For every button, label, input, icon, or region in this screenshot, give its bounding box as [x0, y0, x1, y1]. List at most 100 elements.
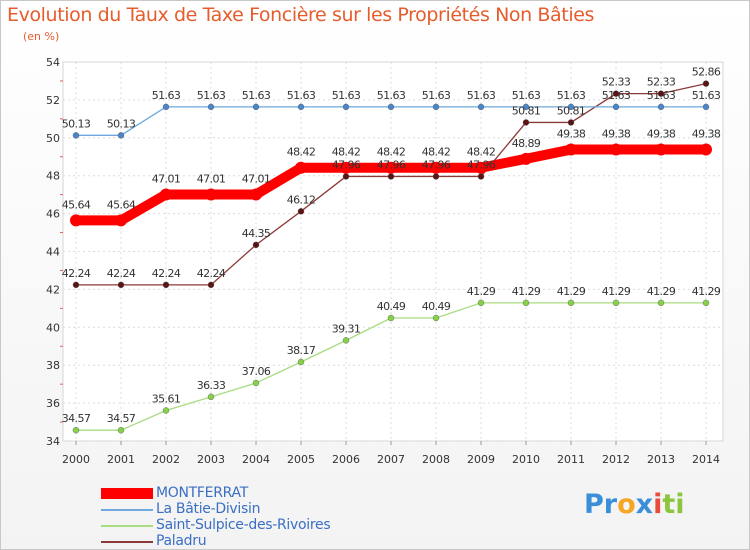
data-point-montferrat: [205, 188, 217, 201]
y-tick-label: 36: [46, 397, 60, 410]
y-tick-label: 46: [46, 208, 60, 221]
legend-swatch-la-batie-divisin: [101, 509, 153, 511]
data-point-paladru: [162, 281, 170, 289]
data-point-saint-sulpice-des-rivoires: [252, 379, 260, 387]
data-point-montferrat: [700, 143, 712, 156]
data-label-montferrat: 45.64: [62, 198, 91, 211]
data-label-paladru: 50.81: [557, 104, 586, 117]
data-label-la-batie-divisin: 50.13: [62, 117, 91, 130]
data-point-montferrat: [565, 143, 577, 156]
logo-part-ti: ti: [662, 489, 685, 520]
grid-layer: [62, 61, 724, 442]
data-label-paladru: 47.96: [332, 158, 361, 171]
data-label-paladru: 52.33: [647, 76, 676, 89]
legend-label-paladru: Paladru: [156, 533, 207, 549]
data-point-la-batie-divisin: [477, 103, 485, 111]
x-tick-label: 2000: [62, 453, 90, 466]
data-point-la-batie-divisin: [342, 103, 350, 111]
data-label-montferrat: 48.42: [422, 146, 451, 159]
chart-title: Evolution du Taux de Taxe Foncière sur l…: [7, 4, 595, 26]
proxiti-logo: Proxiti: [584, 489, 685, 520]
data-label-la-batie-divisin: 51.63: [242, 89, 271, 102]
data-point-montferrat: [70, 214, 82, 227]
logo-part-pr: Pr: [584, 489, 618, 520]
data-point-la-batie-divisin: [387, 103, 395, 111]
data-label-paladru: 47.96: [467, 158, 496, 171]
data-label-paladru: 42.24: [197, 267, 226, 280]
data-point-montferrat: [385, 161, 397, 174]
logo-part-x: x: [635, 489, 654, 520]
data-point-saint-sulpice-des-rivoires: [162, 407, 170, 414]
data-label-la-batie-divisin: 51.63: [692, 89, 721, 102]
data-point-saint-sulpice-des-rivoires: [387, 314, 395, 322]
data-label-saint-sulpice-des-rivoires: 41.29: [512, 285, 541, 298]
data-label-paladru: 42.24: [152, 267, 181, 280]
y-tick-label: 40: [46, 321, 60, 334]
data-label-saint-sulpice-des-rivoires: 40.49: [422, 300, 451, 313]
data-point-paladru: [567, 119, 575, 126]
data-label-saint-sulpice-des-rivoires: 41.29: [467, 285, 496, 298]
logo-part-i: i: [653, 489, 663, 520]
data-label-saint-sulpice-des-rivoires: 37.06: [242, 365, 271, 378]
data-point-la-batie-divisin: [522, 103, 530, 111]
data-point-saint-sulpice-des-rivoires: [477, 299, 485, 307]
data-label-la-batie-divisin: 51.63: [467, 89, 496, 102]
data-label-saint-sulpice-des-rivoires: 39.31: [332, 322, 361, 335]
data-point-saint-sulpice-des-rivoires: [522, 299, 530, 307]
x-tick-label: 2006: [332, 453, 360, 466]
data-point-la-batie-divisin: [162, 103, 170, 111]
logo-part-o: o: [617, 489, 636, 520]
x-tick-label: 2010: [512, 453, 540, 466]
y-tick-label: 50: [46, 132, 60, 145]
data-label-montferrat: 49.38: [602, 128, 631, 141]
data-point-paladru: [522, 119, 530, 126]
data-point-saint-sulpice-des-rivoires: [342, 337, 350, 344]
data-label-la-batie-divisin: 51.63: [422, 89, 451, 102]
data-point-paladru: [117, 281, 125, 289]
data-point-montferrat: [115, 214, 127, 227]
data-label-la-batie-divisin: 51.63: [332, 89, 361, 102]
legend-label-la-batie-divisin: La Bâtie-Divisin: [156, 501, 261, 517]
data-point-paladru: [477, 173, 485, 180]
x-tick-label: 2005: [287, 453, 315, 466]
data-point-montferrat: [520, 152, 532, 165]
data-label-paladru: 52.33: [602, 76, 631, 89]
data-label-paladru: 47.96: [422, 158, 451, 171]
y-tick-label: 52: [46, 94, 60, 107]
data-label-la-batie-divisin: 51.63: [152, 89, 181, 102]
data-label-saint-sulpice-des-rivoires: 34.57: [107, 412, 136, 425]
data-label-saint-sulpice-des-rivoires: 41.29: [647, 285, 676, 298]
data-point-paladru: [72, 281, 80, 289]
data-point-paladru: [297, 208, 305, 215]
data-label-saint-sulpice-des-rivoires: 38.17: [287, 344, 316, 357]
data-label-montferrat: 48.42: [377, 146, 406, 159]
data-point-la-batie-divisin: [702, 103, 710, 111]
x-tick-label: 2004: [242, 453, 270, 466]
data-label-saint-sulpice-des-rivoires: 36.33: [197, 379, 226, 392]
data-label-montferrat: 45.64: [107, 198, 136, 211]
data-label-la-batie-divisin: 51.63: [557, 89, 586, 102]
data-point-paladru: [702, 80, 710, 87]
x-tick-label: 2002: [152, 453, 180, 466]
data-point-la-batie-divisin: [432, 103, 440, 111]
data-point-saint-sulpice-des-rivoires: [297, 358, 305, 366]
data-point-la-batie-divisin: [252, 103, 260, 111]
y-tick-label: 42: [46, 283, 60, 296]
data-label-la-batie-divisin: 50.13: [107, 117, 136, 130]
x-tick-label: 2008: [422, 453, 450, 466]
data-label-saint-sulpice-des-rivoires: 41.29: [557, 285, 586, 298]
data-label-saint-sulpice-des-rivoires: 41.29: [692, 285, 721, 298]
legend-swatch-paladru: [101, 541, 153, 543]
data-label-paladru: 50.81: [512, 104, 541, 117]
data-point-montferrat: [430, 161, 442, 174]
x-tick-label: 2013: [647, 453, 675, 466]
data-label-la-batie-divisin: 51.63: [377, 89, 406, 102]
x-tick-label: 2009: [467, 453, 495, 466]
data-label-paladru: 46.12: [287, 193, 316, 206]
data-point-montferrat: [340, 161, 352, 174]
data-label-la-batie-divisin: 51.63: [197, 89, 226, 102]
data-label-paladru: 42.24: [62, 267, 91, 280]
y-tick-label: 38: [46, 359, 60, 372]
data-point-saint-sulpice-des-rivoires: [567, 299, 575, 307]
